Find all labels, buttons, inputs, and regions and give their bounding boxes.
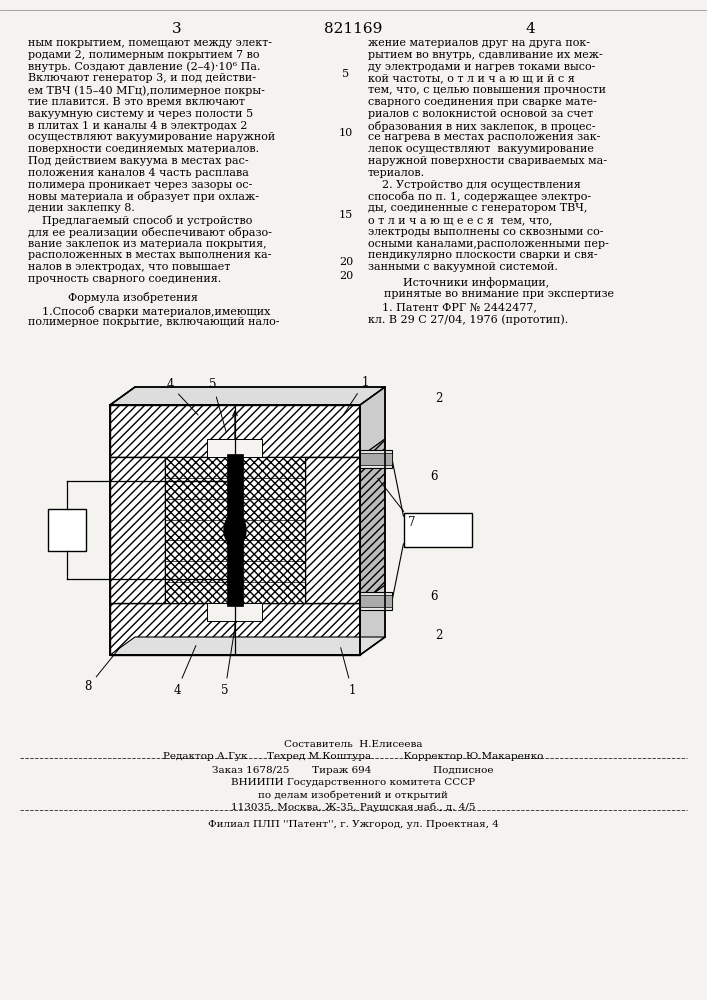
Text: Под действием вакуума в местах рас-: Под действием вакуума в местах рас- [28,156,249,166]
Text: ду электродами и нагрев токами высо-: ду электродами и нагрев токами высо- [368,62,595,72]
Text: 5: 5 [342,69,349,79]
Polygon shape [360,585,385,655]
Text: Включают генератор 3, и под действи-: Включают генератор 3, и под действи- [28,73,256,83]
Bar [360,595,392,607]
Text: 20: 20 [339,271,353,281]
Text: 2: 2 [435,392,443,405]
Text: 4: 4 [173,646,196,696]
Text: ВНИИПИ Государственного комитета СССР: ВНИИПИ Государственного комитета СССР [231,778,475,787]
Text: 5: 5 [221,630,235,696]
Text: осуществляют вакуумирование наружной: осуществляют вакуумирование наружной [28,132,275,142]
Text: 6: 6 [430,470,438,483]
Text: рытием во внутрь, сдавливание их меж-: рытием во внутрь, сдавливание их меж- [368,50,603,60]
Text: новы материала и образует при охлаж-: новы материала и образует при охлаж- [28,191,259,202]
Text: лепок осуществляют  вакуумирование: лепок осуществляют вакуумирование [368,144,594,154]
Text: 2. Устройство для осуществления: 2. Устройство для осуществления [368,180,580,190]
Text: занными с вакуумной системой.: занными с вакуумной системой. [368,262,558,272]
Text: кой частоты, о т л и ч а ю щ и й с я: кой частоты, о т л и ч а ю щ и й с я [368,73,575,83]
Text: 2: 2 [435,629,443,642]
Bar [227,454,243,606]
Polygon shape [360,439,385,603]
Text: ды, соединенные с генератором ТВЧ,: ды, соединенные с генератором ТВЧ, [368,203,588,213]
Text: электроды выполнены со сквозными со-: электроды выполнены со сквозными со- [368,227,604,237]
Text: Формула изобретения: Формула изобретения [68,292,198,303]
Text: 7: 7 [378,478,416,528]
Text: Источники информации,: Источники информации, [403,277,549,288]
Text: ем ТВЧ (15–40 МГц),полимерное покры-: ем ТВЧ (15–40 МГц),полимерное покры- [28,85,265,96]
Text: по делам изобретений и открытий: по делам изобретений и открытий [258,790,448,800]
Text: 1. Патент ФРГ № 2442477,: 1. Патент ФРГ № 2442477, [368,303,537,313]
Bar [404,513,472,547]
Text: пендикулярно плоскости сварки и свя-: пендикулярно плоскости сварки и свя- [368,250,597,260]
Text: Вакуум: Вакуум [415,526,461,538]
Bar [110,405,360,457]
Text: сварного соединения при сварке мате-: сварного соединения при сварке мате- [368,97,597,107]
Text: тем, что, с целью повышения прочности: тем, что, с целью повышения прочности [368,85,606,95]
Text: родами 2, полимерным покрытием 7 во: родами 2, полимерным покрытием 7 во [28,50,259,60]
Bar [360,450,392,468]
Text: в плитах 1 и каналы 4 в электродах 2: в плитах 1 и каналы 4 в электродах 2 [28,121,247,131]
Text: жение материалов друг на друга пок-: жение материалов друг на друга пок- [368,38,590,48]
Text: 4: 4 [525,22,535,36]
Bar [360,453,392,465]
Text: полимерное покрытие, включающий нало-: полимерное покрытие, включающий нало- [28,317,279,327]
Polygon shape [110,637,385,655]
Ellipse shape [224,514,246,546]
Bar [165,457,305,603]
Bar [110,405,360,655]
Text: Редактор А.Гук      Техред М.Коштура          Корректор Ю.Макаренко: Редактор А.Гук Техред М.Коштура Корректо… [163,752,543,761]
Text: 15: 15 [339,210,353,220]
Text: 5: 5 [209,378,226,432]
Bar [207,603,262,621]
Text: дении заклепку 8.: дении заклепку 8. [28,203,135,213]
Bar [110,457,165,603]
Text: Филиал ПЛП ''Патент'', г. Ужгород, ул. Проектная, 4: Филиал ПЛП ''Патент'', г. Ужгород, ул. П… [208,820,498,829]
Text: вакуумную систему и через полости 5: вакуумную систему и через полости 5 [28,109,253,119]
Text: ным покрытием, помещают между элект-: ным покрытием, помещают между элект- [28,38,272,48]
Text: тие плавится. В это время включают: тие плавится. В это время включают [28,97,245,107]
Text: Заказ 1678/25       Тираж 694                   Подписное: Заказ 1678/25 Тираж 694 Подписное [212,766,493,775]
Text: способа по п. 1, содержащее электро-: способа по п. 1, содержащее электро- [368,191,591,202]
Bar [360,592,392,610]
Text: 1.Способ сварки материалов,имеющих: 1.Способ сварки материалов,имеющих [28,306,270,317]
Polygon shape [110,387,385,405]
Text: 20: 20 [339,257,353,267]
Text: 1: 1 [344,375,368,415]
Text: риалов с волокнистой основой за счет: риалов с волокнистой основой за счет [368,109,593,119]
Text: 113035, Москва, Ж-35, Раушская наб., д. 4/5: 113035, Москва, Ж-35, Раушская наб., д. … [230,802,475,812]
Text: се нагрева в местах расположения зак-: се нагрева в местах расположения зак- [368,132,600,142]
Text: образования в них заклепок, в процес-: образования в них заклепок, в процес- [368,121,595,132]
Text: внутрь. Создают давление (2–4)·10⁶ Па.: внутрь. Создают давление (2–4)·10⁶ Па. [28,62,260,72]
Polygon shape [360,387,385,457]
Text: полимера проникает через зазоры ос-: полимера проникает через зазоры ос- [28,180,252,190]
Bar [207,439,262,457]
Text: 821169: 821169 [324,22,382,36]
Text: осными каналами,расположенными пер-: осными каналами,расположенными пер- [368,239,609,249]
Text: 6: 6 [430,590,438,603]
Text: положения каналов 4 часть расплава: положения каналов 4 часть расплава [28,168,249,178]
Bar [48,509,86,551]
Text: 8: 8 [84,647,120,694]
Text: 1: 1 [341,648,356,696]
Text: принятые во внимание при экспертизе: принятые во внимание при экспертизе [384,289,614,299]
Text: поверхности соединяемых материалов.: поверхности соединяемых материалов. [28,144,259,154]
Text: Предлагаемый способ и устройство: Предлагаемый способ и устройство [28,215,252,226]
Text: о т л и ч а ю щ е е с я  тем, что,: о т л и ч а ю щ е е с я тем, что, [368,215,552,225]
Text: Составитель  Н.Елисеева: Составитель Н.Елисеева [284,740,422,749]
Text: 3: 3 [173,22,182,36]
Text: вание заклепок из материала покрытия,: вание заклепок из материала покрытия, [28,239,267,249]
Text: 10: 10 [339,128,353,138]
Text: 3: 3 [63,525,71,539]
Text: 4: 4 [166,378,198,415]
Text: наружной поверхности свариваемых ма-: наружной поверхности свариваемых ма- [368,156,607,166]
Text: налов в электродах, что повышает: налов в электродах, что повышает [28,262,230,272]
Text: териалов.: териалов. [368,168,425,178]
Bar [110,603,360,655]
Text: кл. В 29 С 27/04, 1976 (прототип).: кл. В 29 С 27/04, 1976 (прототип). [368,314,568,325]
Text: для ее реализации обеспечивают образо-: для ее реализации обеспечивают образо- [28,227,272,238]
Text: прочность сварного соединения.: прочность сварного соединения. [28,274,221,284]
Bar [305,457,360,603]
Text: расположенных в местах выполнения ка-: расположенных в местах выполнения ка- [28,250,271,260]
